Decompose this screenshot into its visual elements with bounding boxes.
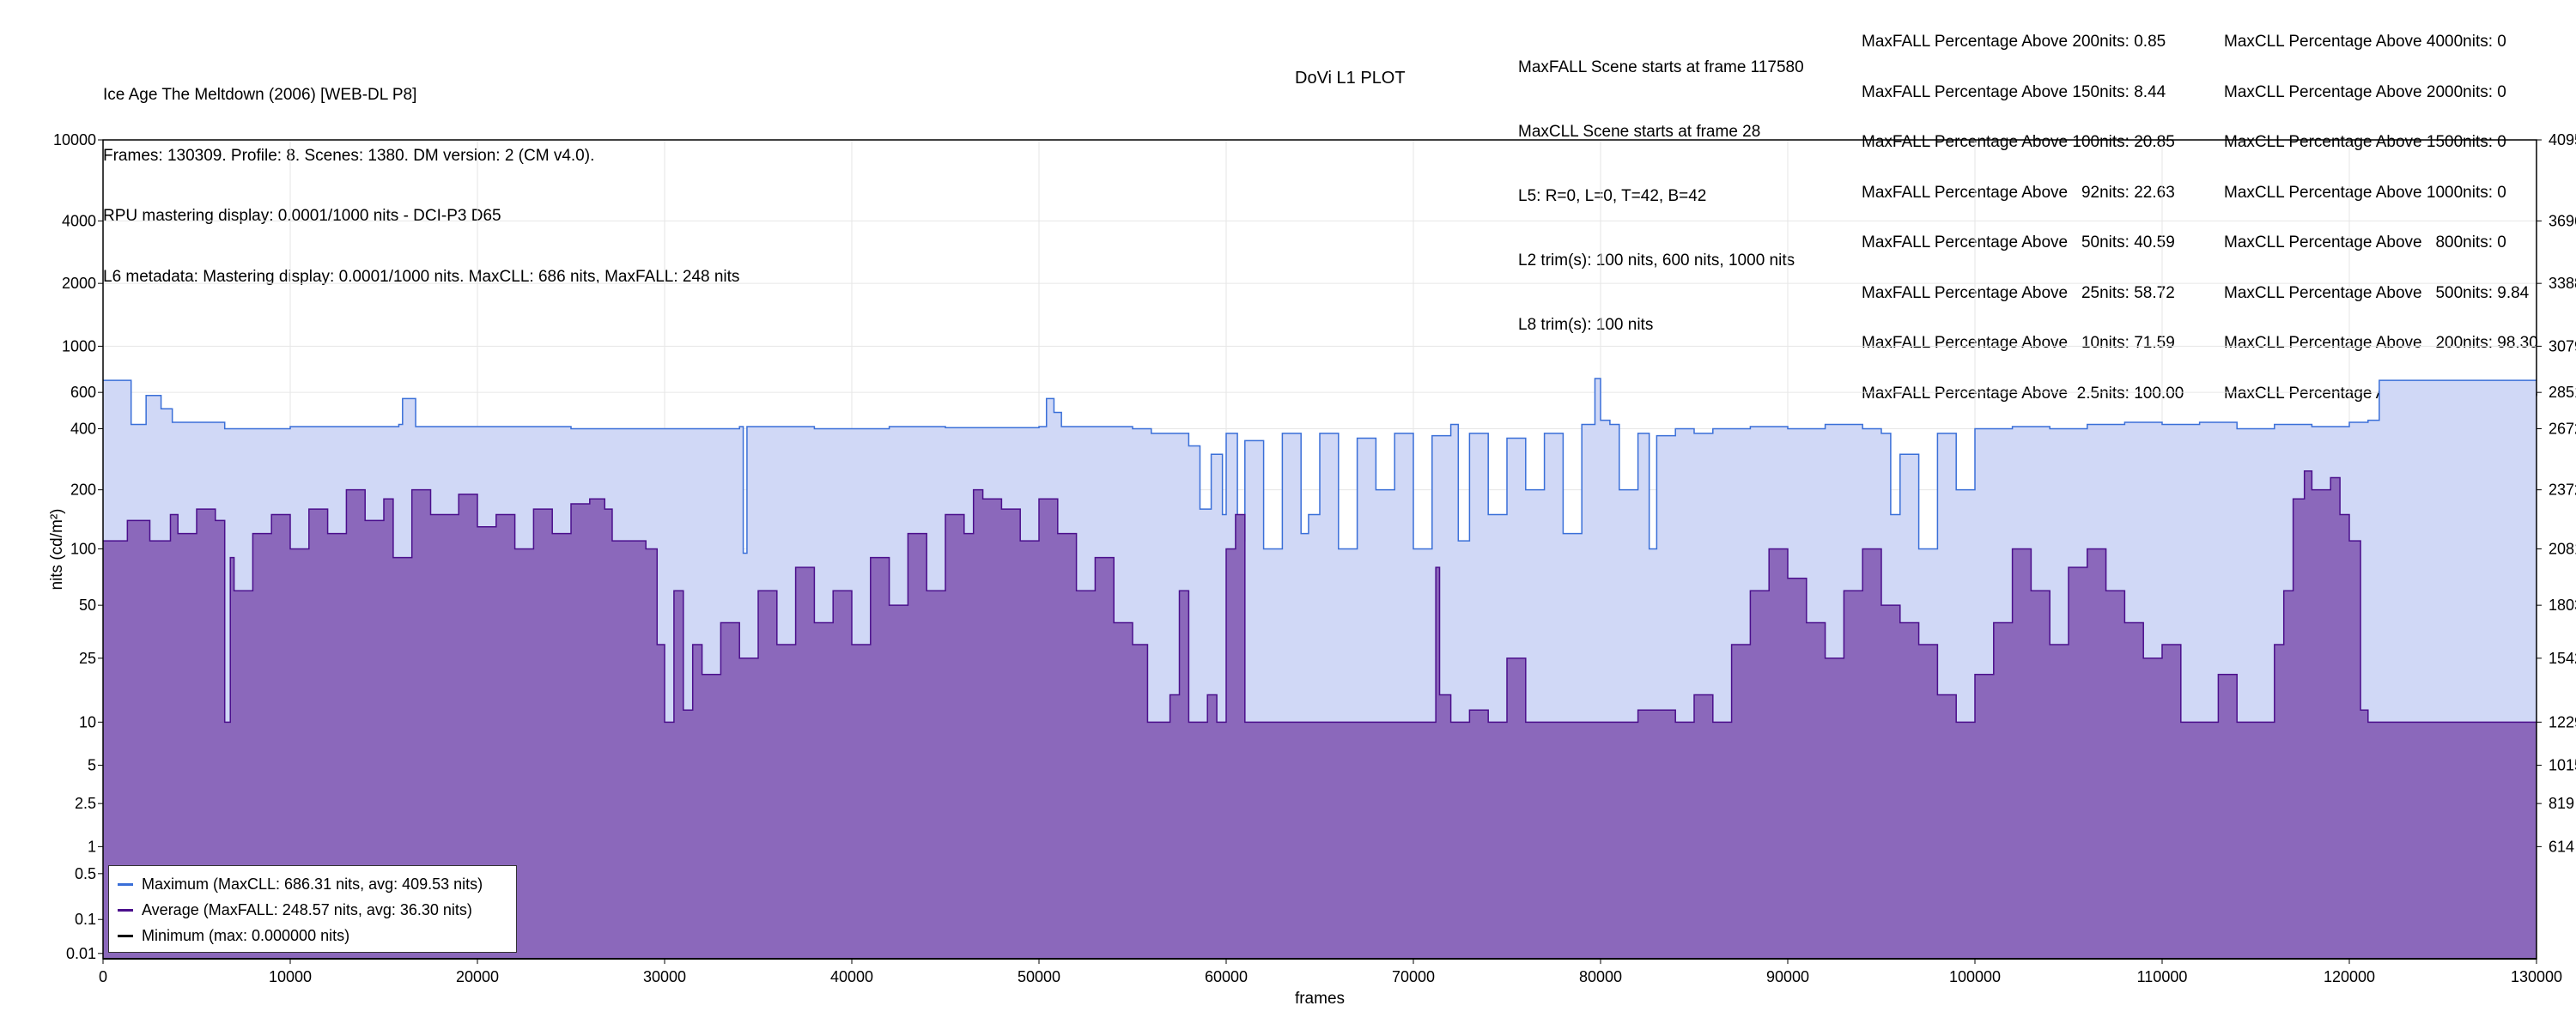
x-tick-label: 90000 xyxy=(1766,968,1809,985)
y-tick-label: 25 xyxy=(79,650,96,667)
y-tick-label: 10000 xyxy=(53,131,96,148)
y-tick-label: 50 xyxy=(79,597,96,614)
y-tick-label: 4000 xyxy=(62,212,96,229)
y-tick-label: 10 xyxy=(79,713,96,730)
maxfall-pct-line: MaxFALL Percentage Above 150nits: 8.44 xyxy=(1862,82,2166,101)
maxfall-pct-line: MaxFALL Percentage Above 92nits: 22.63 xyxy=(1862,183,2175,202)
legend-swatch-average xyxy=(118,908,133,912)
x-axis-label: frames xyxy=(1295,990,1345,1008)
y-tick-label: 100 xyxy=(70,540,96,557)
y2-tick-label: 614 xyxy=(2549,838,2574,855)
maxfall-pct-line: MaxFALL Percentage Above 100nits: 20.85 xyxy=(1862,133,2175,151)
y-tick-label: 200 xyxy=(70,482,96,499)
maxfall-pct-line: MaxFALL Percentage Above 10nits: 71.59 xyxy=(1862,334,2175,352)
y-tick-label: 0.5 xyxy=(75,865,96,882)
legend-item-minimum: Minimum (max: 0.000000 nits) xyxy=(118,923,507,948)
legend-item-maximum: Maximum (MaxCLL: 686.31 nits, avg: 409.5… xyxy=(118,871,507,897)
l2-line: L2 trim(s): 100 nits, 600 nits, 1000 nit… xyxy=(1518,251,1795,270)
x-tick-label: 60000 xyxy=(1205,968,1248,985)
y-tick-label: 0.1 xyxy=(75,911,96,928)
legend-label-average: Average (MaxFALL: 248.57 nits, avg: 36.3… xyxy=(142,900,472,918)
y2-tick-label: 3079 xyxy=(2549,337,2576,354)
series-area-average xyxy=(103,470,2537,959)
y-tick-label: 0.01 xyxy=(66,945,96,962)
header-info: Ice Age The Meltdown (2006) [WEB-DL P8] … xyxy=(103,45,739,307)
maxfall-pct-line: MaxFALL Percentage Above 200nits: 0.85 xyxy=(1862,33,2166,51)
x-tick-label: 40000 xyxy=(830,968,873,985)
chart-legend: Maximum (MaxCLL: 686.31 nits, avg: 409.5… xyxy=(108,865,517,953)
y-tick-label: 2.5 xyxy=(75,795,96,812)
x-tick-label: 110000 xyxy=(2137,968,2188,985)
x-tick-label: 120000 xyxy=(2324,968,2375,985)
x-tick-label: 130000 xyxy=(2511,968,2562,985)
y-tick-label: 600 xyxy=(70,384,96,401)
y-tick-label: 400 xyxy=(70,421,96,438)
maxcll-percentages: MaxCLL Percentage Above 4000nits: 0 MaxC… xyxy=(2224,0,2538,419)
x-tick-label: 30000 xyxy=(643,968,686,985)
y-tick-label: 2000 xyxy=(62,275,96,292)
legend-label-maximum: Maximum (MaxCLL: 686.31 nits, avg: 409.5… xyxy=(142,875,483,893)
y2-tick-label: 1229 xyxy=(2549,713,2576,730)
x-tick-label: 80000 xyxy=(1579,968,1622,985)
rpu-line: RPU mastering display: 0.0001/1000 nits … xyxy=(103,207,501,225)
maxcll-pct-line: MaxCLL Percentage Above 800nits: 0 xyxy=(2224,233,2506,251)
l5-line: L5: R=0, L=0, T=42, B=42 xyxy=(1518,187,1707,205)
y2-tick-label: 3696 xyxy=(2549,212,2576,229)
x-tick-label: 50000 xyxy=(1018,968,1060,985)
y2-tick-label: 819 xyxy=(2549,795,2574,812)
maxcll-pct-line: MaxCLL Percentage Above 2000nits: 0 xyxy=(2224,82,2506,101)
y2-tick-label: 4095 xyxy=(2549,131,2576,148)
y2-tick-label: 2851 xyxy=(2549,384,2576,401)
legend-label-minimum: Minimum (max: 0.000000 nits) xyxy=(142,926,350,944)
series-line-maximum xyxy=(103,378,2537,554)
l8-line: L8 trim(s): 100 nits xyxy=(1518,316,1654,334)
legend-swatch-maximum xyxy=(118,882,133,886)
maxcll-pct-line: MaxCLL Percentage Above 200nits: 98.30 xyxy=(2224,334,2538,352)
y2-tick-label: 1803 xyxy=(2549,597,2576,614)
l6-line: L6 metadata: Mastering display: 0.0001/1… xyxy=(103,267,740,286)
maxfall-pct-line: MaxFALL Percentage Above 2.5nits: 100.00 xyxy=(1862,384,2184,403)
series-line-average xyxy=(103,470,2537,724)
x-tick-label: 0 xyxy=(99,968,107,985)
maxfall-percentages: MaxFALL Percentage Above 200nits: 0.85 M… xyxy=(1862,0,2184,419)
plot-title: DoVi L1 PLOT xyxy=(1295,69,1406,88)
maxfall-pct-line: MaxFALL Percentage Above 25nits: 58.72 xyxy=(1862,283,2175,302)
frames-line: Frames: 130309. Profile: 8. Scenes: 1380… xyxy=(103,146,595,165)
x-tick-label: 20000 xyxy=(456,968,499,985)
y-axis-label: nits (cd/m²) xyxy=(48,509,66,591)
maxfall-pct-line: MaxFALL Percentage Above 50nits: 40.59 xyxy=(1862,233,2175,251)
x-tick-label: 70000 xyxy=(1392,968,1435,985)
maxcll-pct-line: MaxCLL Percentage Above 4000nits: 0 xyxy=(2224,33,2506,51)
ticks-layer: 0 10000 20000 30000 40000 50000 60000 70000 8000… xyxy=(53,131,2576,985)
legend-item-average: Average (MaxFALL: 248.57 nits, avg: 36.3… xyxy=(118,897,507,923)
y2-tick-label: 1542 xyxy=(2549,650,2576,667)
scene-info: MaxFALL Scene starts at frame 117580 Max… xyxy=(1518,14,1804,357)
maxcll-pct-line: MaxCLL Percentage Above 1000nits: 0 xyxy=(2224,183,2506,202)
maxcll-scene-line: MaxCLL Scene starts at frame 28 xyxy=(1518,123,1761,141)
legend-swatch-minimum xyxy=(118,934,133,937)
maxfall-scene-line: MaxFALL Scene starts at frame 117580 xyxy=(1518,58,1804,76)
plot-frame xyxy=(102,139,2537,960)
x-tick-label: 10000 xyxy=(269,968,312,985)
maxcll-pct-line: MaxCLL Percentage Above 500nits: 9.84 xyxy=(2224,283,2530,302)
title-line: Ice Age The Meltdown (2006) [WEB-DL P8] xyxy=(103,86,417,104)
maxcll-pct-line: MaxCLL Percentage Above 1500nits: 0 xyxy=(2224,133,2506,151)
y-tick-label: 1000 xyxy=(62,337,96,354)
y-tick-label: 1 xyxy=(88,838,96,855)
y2-tick-label: 3388 xyxy=(2549,275,2576,292)
x-tick-label: 100000 xyxy=(1949,968,2001,985)
y2-tick-label: 1015 xyxy=(2549,757,2576,774)
y-tick-label: 5 xyxy=(88,757,96,774)
